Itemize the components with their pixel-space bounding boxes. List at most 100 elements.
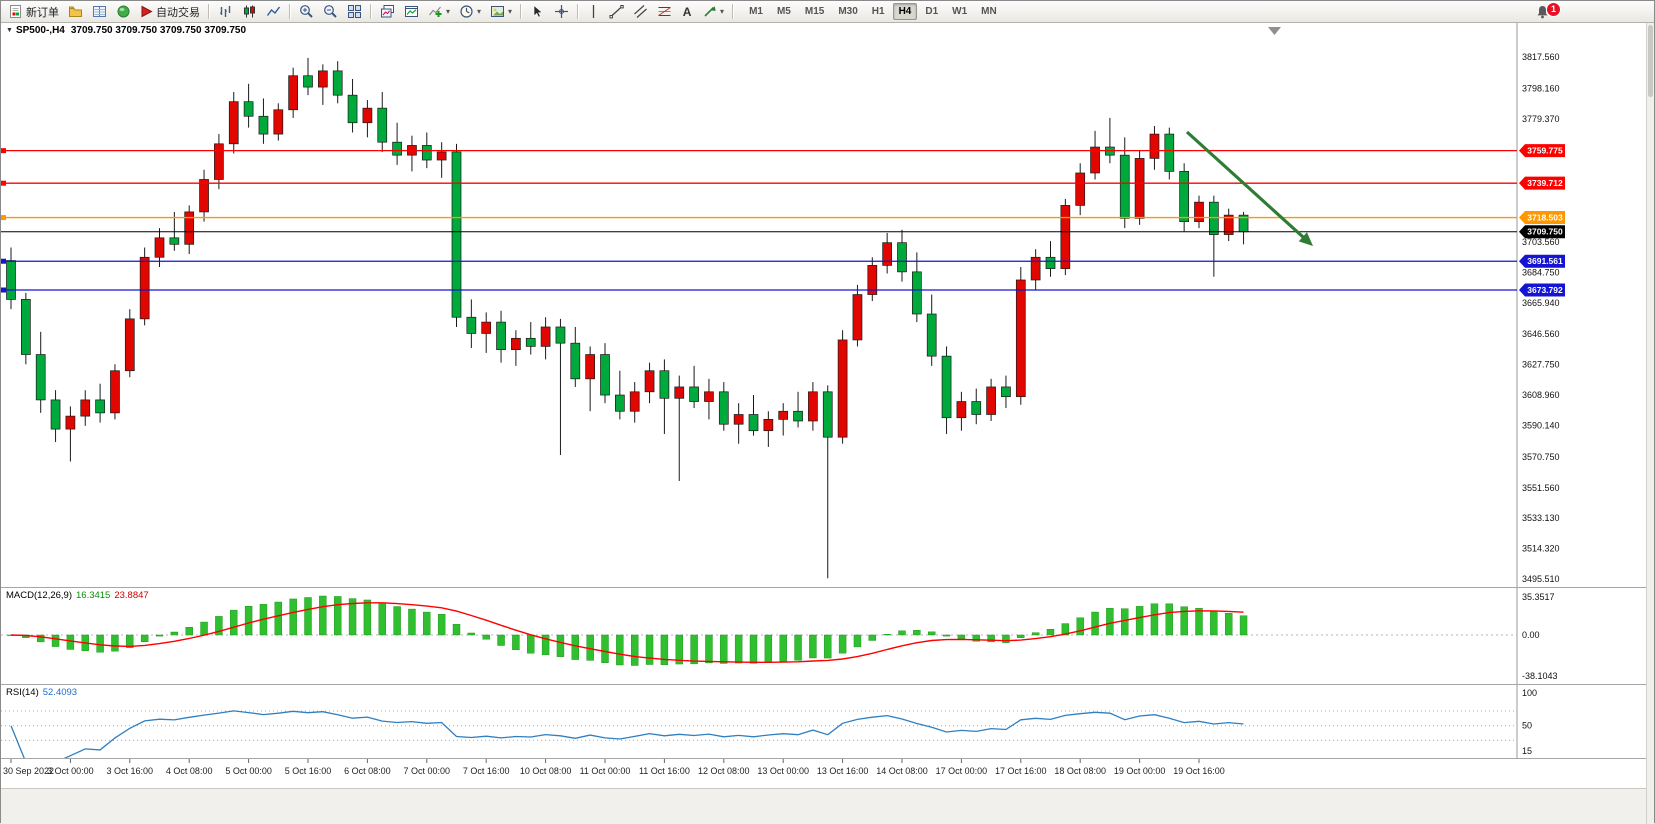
bar-chart-button[interactable]	[214, 2, 237, 21]
rsi-canvas[interactable]: 100 50 15	[1, 685, 1648, 758]
indicators-button[interactable]: ▾	[424, 2, 454, 21]
bell-icon	[1537, 6, 1548, 19]
candle	[511, 337, 521, 351]
macd-canvas[interactable]: 35.3517 0.00 -38.1043	[1, 588, 1648, 684]
arrows-button[interactable]: ▾	[698, 2, 728, 21]
zoom-out-icon	[324, 5, 337, 18]
cascade-windows-button[interactable]	[376, 2, 399, 21]
time-axis-label: 7 Oct 16:00	[463, 766, 510, 776]
price-axis-label: 3627.750	[1522, 360, 1560, 370]
crosshair-icon	[555, 5, 569, 18]
metaeditor-button[interactable]	[64, 2, 87, 21]
market-watch-button[interactable]	[88, 2, 111, 21]
candle	[822, 391, 833, 438]
one-click-trading-icon[interactable]: ▼	[6, 26, 13, 34]
candle	[1194, 201, 1204, 222]
time-axis-label: 4 Oct 08:00	[166, 766, 213, 776]
toolbar-separator	[370, 4, 372, 19]
time-axis[interactable]: 30 Sep 2022 3 Oct 00:00 3 Oct 16:00 4 Oct 0…	[1, 758, 1648, 788]
tile-windows-button[interactable]	[343, 2, 366, 21]
macd-panel[interactable]: MACD(12,26,9) 16.3415 23.8847 35.3517 0.00 -…	[1, 587, 1648, 684]
macd-axis-label: 35.3517	[1522, 592, 1555, 602]
line-anchor[interactable]	[1, 287, 6, 293]
templates-button[interactable]: ▾	[486, 2, 516, 21]
timeframe-m15-button[interactable]: M15	[804, 6, 825, 17]
candle	[80, 399, 91, 417]
candle	[718, 391, 729, 425]
fibonacci-icon	[658, 7, 671, 16]
timeframe-h4-button[interactable]: H4	[892, 3, 918, 20]
candle	[21, 299, 31, 355]
trend-arrow[interactable]	[1185, 130, 1309, 242]
candle	[986, 386, 996, 415]
chart-window-button[interactable]	[400, 2, 423, 21]
timeframe-h1-button[interactable]: H1	[871, 6, 885, 17]
fibonacci-button[interactable]	[653, 2, 676, 21]
candle	[466, 316, 477, 334]
vertical-line-button[interactable]	[583, 2, 604, 21]
time-axis-label: 17 Oct 16:00	[995, 766, 1047, 776]
equidistant-channel-button[interactable]	[629, 2, 652, 21]
candlestick-icon	[244, 5, 255, 18]
scrollbar-thumb[interactable]	[1648, 25, 1653, 97]
time-axis-label: 6 Oct 08:00	[344, 766, 391, 776]
line-anchor[interactable]	[1, 258, 6, 264]
candle	[377, 107, 388, 143]
candle	[1119, 154, 1130, 219]
trendline-button[interactable]	[605, 2, 628, 21]
candle	[318, 70, 328, 88]
timeframe-w1-button[interactable]: W1	[952, 6, 968, 17]
candle	[35, 354, 46, 401]
candle	[436, 151, 447, 161]
candle	[1090, 146, 1100, 174]
autotrading-button[interactable]: 自动交易	[136, 2, 204, 21]
notification-badge: 1	[1546, 2, 1561, 17]
timeframe-m30-button[interactable]: M30	[838, 6, 858, 17]
candle	[65, 415, 76, 430]
candle	[926, 313, 937, 357]
candle	[852, 294, 863, 341]
candle	[689, 386, 699, 402]
main-chart[interactable]: ▼ SP500-,H4 3709.750 3709.750 3709.750 370…	[1, 22, 1648, 587]
crosshair-button[interactable]	[550, 2, 573, 21]
candle	[659, 370, 670, 399]
zoom-in-button[interactable]	[295, 2, 318, 21]
toolbar-separator	[208, 4, 210, 19]
line-anchor[interactable]	[1, 148, 6, 154]
main-chart-canvas[interactable]: 3817.560 3798.160 3779.370 3703.560 3684.750…	[1, 22, 1648, 587]
chevron-down-icon: ▾	[720, 6, 725, 16]
candle	[793, 410, 803, 422]
text-label-button[interactable]: A	[682, 4, 692, 19]
candle	[6, 260, 16, 300]
timeframe-mn-button[interactable]: MN	[981, 6, 997, 17]
line-chart-button[interactable]	[262, 2, 285, 21]
price-axis-label: 3608.960	[1522, 390, 1560, 400]
price-axis-label: 3590.140	[1522, 421, 1560, 431]
price-badge	[1519, 254, 1565, 268]
navigator-button[interactable]	[112, 2, 135, 21]
candlestick-chart-button[interactable]	[238, 2, 261, 21]
notifications-button[interactable]: 1	[1535, 2, 1565, 21]
periods-button[interactable]: ▾	[455, 2, 485, 21]
timeframe-m5-button[interactable]: M5	[776, 6, 791, 17]
line-anchor[interactable]	[1, 180, 6, 186]
chevron-down-icon: ▾	[477, 6, 482, 16]
price-axis-label: 3533.130	[1522, 513, 1560, 523]
new-order-button[interactable]: 新订单	[4, 2, 63, 21]
rsi-axis-label: 100	[1522, 688, 1537, 698]
toolbar-separator	[289, 4, 291, 19]
timeframe-m1-button[interactable]: M1	[749, 6, 763, 17]
autotrading-label: 自动交易	[156, 6, 200, 19]
timeframe-d1-button[interactable]: D1	[925, 6, 939, 17]
macd-axis-label: -38.1043	[1522, 671, 1558, 681]
price-axis-label: 3703.560	[1522, 237, 1560, 247]
zoom-out-button[interactable]	[319, 2, 342, 21]
chart-shift-marker[interactable]	[1268, 27, 1281, 35]
rsi-panel[interactable]: RSI(14) 52.4093 100 50 15	[1, 684, 1648, 758]
candle	[273, 109, 284, 135]
candle	[1134, 158, 1145, 219]
cursor-button[interactable]	[526, 2, 549, 21]
candle	[1223, 214, 1234, 235]
macd-signal-line	[10, 602, 1244, 663]
line-anchor[interactable]	[1, 215, 6, 221]
